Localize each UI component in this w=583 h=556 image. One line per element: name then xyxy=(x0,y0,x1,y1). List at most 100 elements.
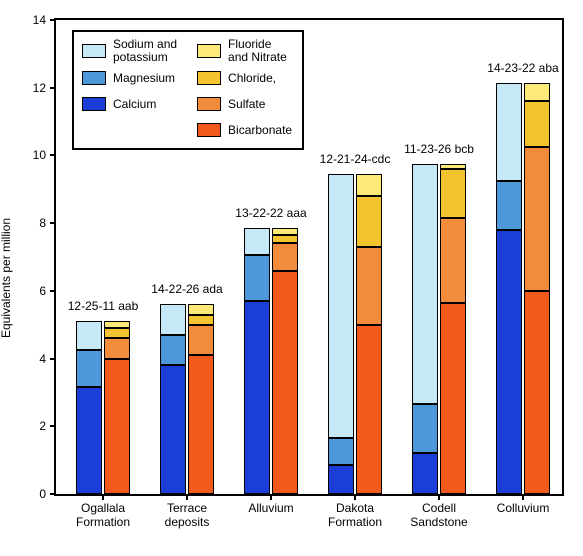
x-tick-mark xyxy=(522,494,524,500)
bar-cations xyxy=(160,304,186,494)
x-tick-mark xyxy=(438,494,440,500)
x-tick-mark xyxy=(354,494,356,500)
bar-segment-sulfate xyxy=(104,338,130,358)
legend-item-chloride: Chloride, xyxy=(197,66,292,90)
bar-segment-sulfate xyxy=(440,218,466,303)
group-code-label: 14-23-22 aba xyxy=(487,61,558,75)
group-code-label: 13-22-22 aaa xyxy=(235,206,306,220)
bar-segment-chloride xyxy=(440,169,466,218)
bar-segment-calcium xyxy=(496,230,522,494)
bar-cations xyxy=(496,83,522,494)
bar-segment-fluoride_nitrate xyxy=(104,321,130,328)
legend-item-fluoride_nitrate: Fluoride and Nitrate xyxy=(197,38,292,64)
bar-segment-magnesium xyxy=(412,404,438,453)
x-tick-label: Terrace deposits xyxy=(165,502,210,530)
bar-anions xyxy=(272,228,298,494)
y-tick-label: 12 xyxy=(33,81,46,95)
legend-label: Bicarbonate xyxy=(228,124,292,137)
y-tick-label: 10 xyxy=(33,148,46,162)
legend-swatch xyxy=(82,97,106,111)
x-tick-label: Alluvium xyxy=(248,502,293,516)
y-tick-mark xyxy=(50,222,56,224)
bar-segment-calcium xyxy=(244,301,270,494)
group-code-label: 12-21-24-cdc xyxy=(320,152,391,166)
bar-anions xyxy=(104,321,130,494)
y-tick-label: 0 xyxy=(39,487,46,501)
bar-segment-sodium_potassium xyxy=(328,174,354,438)
bar-segment-bicarbonate xyxy=(188,355,214,494)
y-tick-label: 6 xyxy=(39,284,46,298)
bar-segment-magnesium xyxy=(496,181,522,230)
y-tick-mark xyxy=(50,493,56,495)
x-tick-mark xyxy=(186,494,188,500)
bar-segment-sodium_potassium xyxy=(412,164,438,404)
y-tick-label: 4 xyxy=(39,352,46,366)
y-tick-label: 14 xyxy=(33,13,46,27)
bar-segment-fluoride_nitrate xyxy=(356,174,382,196)
bar-segment-fluoride_nitrate xyxy=(188,304,214,314)
bar-anions xyxy=(440,164,466,494)
legend-label: Sodium and potassium xyxy=(113,38,177,64)
bar-segment-magnesium xyxy=(328,438,354,465)
legend-swatch xyxy=(82,44,106,58)
bar-segment-fluoride_nitrate xyxy=(524,83,550,102)
plot-area: Sodium and potassium Magnesium Calcium Flu… xyxy=(54,18,564,496)
bar-segment-calcium xyxy=(412,453,438,494)
legend-item-bicarbonate: Bicarbonate xyxy=(197,118,292,142)
bar-segment-sulfate xyxy=(524,147,550,291)
bar-segment-bicarbonate xyxy=(272,271,298,494)
bar-segment-sulfate xyxy=(188,325,214,355)
bar-segment-chloride xyxy=(356,196,382,247)
chart-container: Equivalents per million Sodium and potas… xyxy=(0,0,583,556)
legend-item-sulfate: Sulfate xyxy=(197,92,292,116)
bar-segment-magnesium xyxy=(244,255,270,301)
legend-item-sodium_potassium: Sodium and potassium xyxy=(82,38,177,64)
bar-cations xyxy=(244,228,270,494)
legend-label: Chloride, xyxy=(228,72,276,85)
bar-segment-sulfate xyxy=(356,247,382,325)
bar-segment-calcium xyxy=(76,387,102,494)
legend-label: Sulfate xyxy=(228,98,265,111)
legend-item-magnesium: Magnesium xyxy=(82,66,177,90)
x-tick-label: Ogallala Formation xyxy=(76,502,130,530)
legend-label: Magnesium xyxy=(113,72,175,85)
legend: Sodium and potassium Magnesium Calcium Flu… xyxy=(72,30,304,150)
y-tick-mark xyxy=(50,290,56,292)
x-tick-mark xyxy=(270,494,272,500)
x-tick-label: Codell Sandstone xyxy=(410,502,467,530)
bar-anions xyxy=(356,174,382,494)
bar-segment-magnesium xyxy=(160,335,186,365)
bar-segment-sulfate xyxy=(272,243,298,270)
bar-segment-bicarbonate xyxy=(104,359,130,494)
legend-label: Calcium xyxy=(113,98,156,111)
bar-segment-calcium xyxy=(160,365,186,494)
x-tick-label: Dakota Formation xyxy=(328,502,382,530)
bar-segment-bicarbonate xyxy=(356,325,382,494)
x-tick-mark xyxy=(102,494,104,500)
y-tick-mark xyxy=(50,87,56,89)
bar-cations xyxy=(328,174,354,494)
y-tick-mark xyxy=(50,358,56,360)
legend-swatch xyxy=(197,123,221,137)
legend-swatch xyxy=(197,97,221,111)
bar-segment-sodium_potassium xyxy=(496,83,522,181)
y-tick-mark xyxy=(50,154,56,156)
bar-segment-sodium_potassium xyxy=(160,304,186,334)
bar-segment-magnesium xyxy=(76,350,102,387)
bar-cations xyxy=(76,321,102,494)
legend-label: Fluoride and Nitrate xyxy=(228,38,287,64)
bar-segment-fluoride_nitrate xyxy=(440,164,466,169)
y-tick-label: 2 xyxy=(39,419,46,433)
y-tick-label: 8 xyxy=(39,216,46,230)
group-code-label: 14-22-26 ada xyxy=(151,282,222,296)
bar-segment-chloride xyxy=(104,328,130,338)
bar-segment-sodium_potassium xyxy=(244,228,270,255)
bar-segment-chloride xyxy=(272,235,298,243)
bar-segment-bicarbonate xyxy=(524,291,550,494)
bar-anions xyxy=(188,304,214,494)
bar-anions xyxy=(524,83,550,494)
legend-item-calcium: Calcium xyxy=(82,92,177,116)
bar-segment-chloride xyxy=(188,315,214,325)
bar-segment-calcium xyxy=(328,465,354,494)
y-tick-mark xyxy=(50,19,56,21)
